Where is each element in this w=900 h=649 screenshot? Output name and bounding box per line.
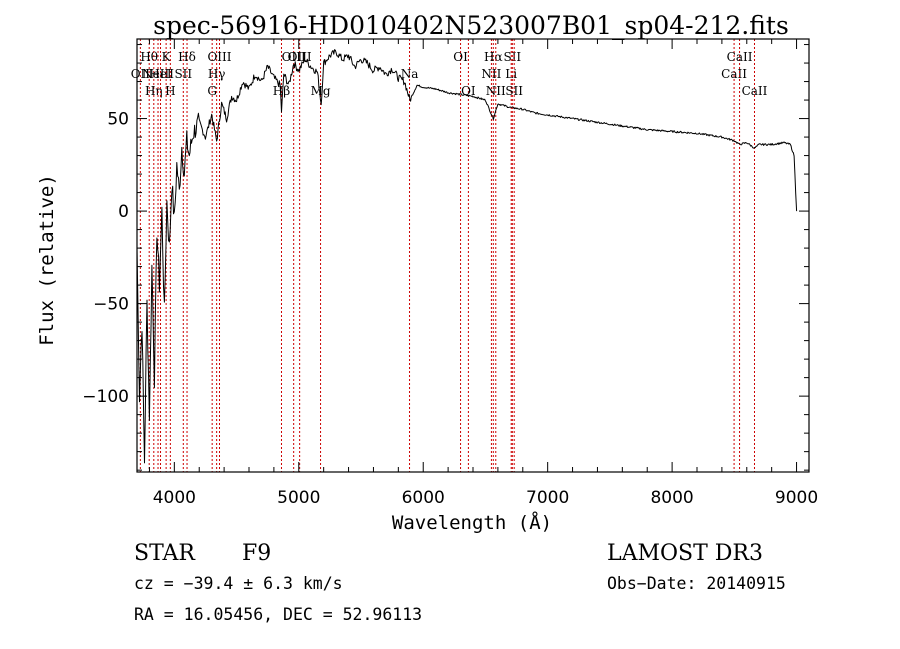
object-class: STAR: [134, 541, 196, 566]
line-label-3: NeIII: [142, 67, 174, 81]
x-tick-label: 6000: [402, 488, 445, 508]
x-tick-label: 5000: [277, 488, 320, 508]
line-label-23: SII: [503, 50, 521, 64]
line-label-5: K: [162, 50, 172, 64]
line-label-10: Hγ: [208, 67, 226, 81]
x-axis-title: Wavelength (Å): [392, 511, 552, 534]
line-label-20: Hα: [484, 50, 503, 64]
line-label-8: Hδ: [178, 50, 196, 64]
y-tick-label: 50: [107, 110, 129, 130]
obs-date: Obs−Date: 20140915: [607, 574, 786, 593]
spectrum-line-flux: [136, 49, 798, 464]
line-label-19: NII: [481, 67, 501, 81]
x-tick-label: 9000: [775, 488, 818, 508]
spectrum-series: [136, 49, 798, 464]
y-axis-title: Flux (relative): [36, 174, 58, 346]
redshift-value: cz = −39.4 ± 6.3 km/s: [134, 574, 343, 593]
y-tick-label: −100: [82, 387, 129, 407]
line-label-14: OIII: [288, 50, 312, 64]
spectral-line-markers: OIIHθHηNeIIIHeIKHSIIHδGHγOIIIHβOIIIOIIIM…: [131, 39, 768, 472]
object-subclass: F9: [242, 541, 271, 566]
line-label-25: CaII: [721, 67, 747, 81]
line-label-1: Hθ: [140, 50, 158, 64]
chart-title: spec-56916-HD010402N523007B01_sp04-212.f…: [153, 11, 789, 40]
line-label-17: OI: [453, 50, 468, 64]
coordinates: RA = 16.05456, DEC = 52.96113: [134, 605, 422, 624]
line-label-27: CaII: [742, 84, 768, 98]
line-label-11: OIII: [207, 50, 231, 64]
line-label-0: OII: [131, 67, 151, 81]
line-label-22: Li: [505, 67, 517, 81]
line-label-2: Hη: [145, 84, 163, 98]
x-tick-label: 7000: [526, 488, 569, 508]
line-label-4: HeI: [149, 67, 172, 81]
line-label-16: Na: [401, 67, 419, 81]
line-label-7: SII: [174, 67, 192, 81]
x-tick-label: 4000: [153, 488, 196, 508]
y-tick-label: 0: [118, 202, 129, 222]
line-label-21: NII: [486, 84, 506, 98]
line-label-24: SII: [505, 84, 523, 98]
plot-frame: [136, 38, 810, 473]
line-label-6: H: [165, 84, 175, 98]
survey-name: LAMOST DR3: [607, 541, 763, 566]
y-tick-label: −50: [93, 295, 129, 315]
line-label-12: Hβ: [273, 84, 290, 98]
x-tick-label: 8000: [650, 488, 693, 508]
line-label-15: Mg: [311, 84, 331, 98]
line-label-9: G: [207, 84, 217, 98]
x-axis-ticks: 4000 5000 6000 7000 8000 9000: [148, 39, 818, 508]
y-axis-ticks: −100 −50 0 50: [82, 44, 809, 471]
line-label-26: CaII: [727, 50, 753, 64]
